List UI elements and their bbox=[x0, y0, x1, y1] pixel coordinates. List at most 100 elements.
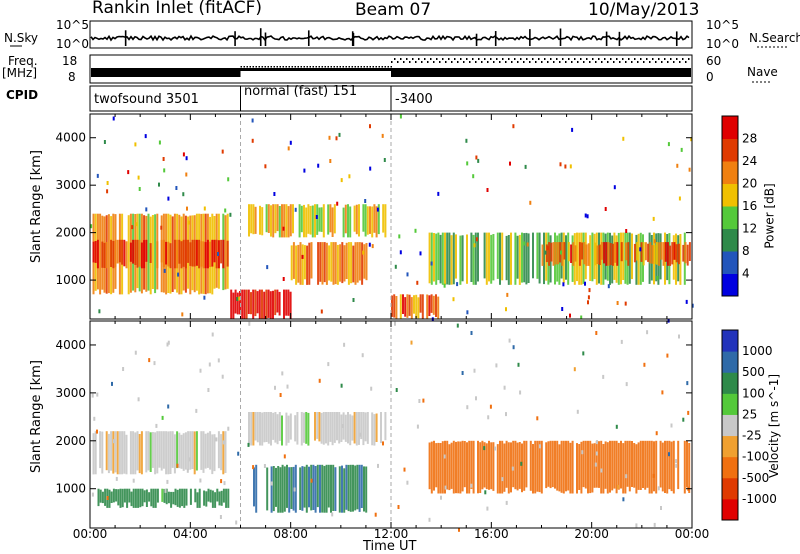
echo-column bbox=[558, 444, 561, 492]
echo-column bbox=[105, 242, 108, 269]
velocity-panel bbox=[91, 321, 691, 532]
echo-column bbox=[548, 242, 551, 266]
echo-column bbox=[384, 412, 387, 441]
noise-right-top-tick: 10^5 bbox=[706, 18, 739, 32]
echo-column bbox=[182, 433, 185, 471]
echo-column bbox=[154, 488, 157, 508]
echo-column bbox=[512, 440, 515, 488]
nave-dot bbox=[637, 61, 639, 63]
scatter-echo bbox=[167, 196, 170, 201]
scatter-echo bbox=[580, 315, 583, 320]
echo-column bbox=[299, 242, 302, 285]
echo-column bbox=[572, 242, 575, 266]
echo-column bbox=[666, 440, 669, 494]
echo-column bbox=[600, 242, 603, 260]
echo-column bbox=[446, 232, 449, 285]
scatter-echo bbox=[361, 353, 364, 358]
scatter-echo bbox=[211, 332, 214, 337]
echo-column bbox=[534, 440, 537, 494]
echo-column bbox=[347, 204, 349, 238]
nave-dot bbox=[478, 58, 480, 60]
scatter-echo bbox=[369, 124, 371, 129]
echo-column bbox=[408, 294, 411, 316]
echo-column bbox=[560, 440, 563, 493]
scatter-echo bbox=[341, 424, 344, 428]
echo-column bbox=[232, 292, 235, 319]
echo-column bbox=[452, 232, 455, 285]
echo-column bbox=[200, 241, 203, 267]
echo-column bbox=[421, 294, 424, 319]
echo-column bbox=[650, 440, 653, 494]
scatter-echo bbox=[582, 351, 585, 356]
echo-column bbox=[617, 232, 620, 285]
nave-dot bbox=[676, 58, 678, 60]
scatter-echo bbox=[655, 431, 658, 436]
scatter-echo bbox=[106, 496, 109, 500]
echo-column bbox=[129, 431, 132, 475]
echo-column bbox=[358, 204, 360, 237]
scatter-echo bbox=[222, 440, 225, 445]
echo-column bbox=[371, 412, 374, 446]
echo-column bbox=[288, 467, 291, 513]
echo-column bbox=[631, 233, 633, 280]
scatter-echo bbox=[675, 459, 678, 464]
echo-column bbox=[516, 235, 519, 279]
echo-column bbox=[220, 490, 223, 506]
scatter-echo bbox=[678, 196, 681, 201]
scatter-echo bbox=[144, 134, 147, 139]
echo-column bbox=[129, 242, 132, 262]
echo-column bbox=[297, 244, 300, 283]
scatter-echo bbox=[466, 405, 469, 410]
echo-column bbox=[450, 442, 453, 489]
echo-column bbox=[305, 464, 308, 513]
scatter-echo bbox=[220, 479, 223, 484]
echo-column bbox=[600, 440, 603, 494]
echo-column bbox=[345, 242, 348, 279]
echo-column bbox=[384, 204, 387, 238]
echo-column bbox=[193, 431, 196, 475]
echo-column bbox=[492, 442, 495, 491]
scatter-echo bbox=[503, 385, 506, 390]
echo-column bbox=[644, 242, 647, 261]
nave-dot bbox=[517, 61, 519, 63]
velocity-colorbar-swatch bbox=[722, 456, 738, 479]
nave-dot bbox=[454, 58, 456, 60]
echo-column bbox=[672, 440, 675, 494]
scatter-echo bbox=[418, 399, 421, 403]
echo-column bbox=[307, 204, 310, 234]
echo-column bbox=[620, 242, 623, 262]
scatter-echo bbox=[224, 208, 227, 213]
nave-dot bbox=[309, 66, 311, 68]
nave-dot bbox=[568, 58, 570, 60]
scatter-echo bbox=[622, 497, 625, 502]
scatter-echo bbox=[219, 515, 222, 519]
echo-column bbox=[193, 239, 196, 267]
echo-column bbox=[373, 414, 376, 446]
scatter-echo bbox=[364, 199, 367, 203]
nave-dot bbox=[372, 66, 374, 68]
nave-dot bbox=[565, 61, 567, 63]
echo-column bbox=[154, 214, 157, 294]
echo-column bbox=[207, 488, 210, 502]
nave-dot bbox=[622, 58, 624, 60]
echo-column bbox=[259, 412, 261, 446]
scatter-echo bbox=[653, 522, 656, 527]
echo-column bbox=[147, 431, 150, 471]
echo-column bbox=[343, 468, 346, 513]
echo-column bbox=[584, 440, 587, 489]
scatter-echo bbox=[646, 330, 649, 335]
scatter-echo bbox=[466, 310, 469, 315]
echo-column bbox=[538, 440, 541, 493]
scatter-echo bbox=[181, 312, 184, 317]
echo-column bbox=[285, 289, 288, 316]
scatter-echo bbox=[138, 187, 141, 191]
scatter-echo bbox=[625, 229, 628, 233]
nave-dot bbox=[559, 61, 561, 63]
echo-column bbox=[358, 242, 361, 281]
echo-column bbox=[688, 242, 691, 261]
scatter-echo bbox=[635, 523, 638, 528]
echo-column bbox=[277, 466, 280, 513]
scatter-echo bbox=[175, 186, 178, 190]
echo-column bbox=[149, 243, 152, 263]
echo-column bbox=[99, 489, 102, 503]
